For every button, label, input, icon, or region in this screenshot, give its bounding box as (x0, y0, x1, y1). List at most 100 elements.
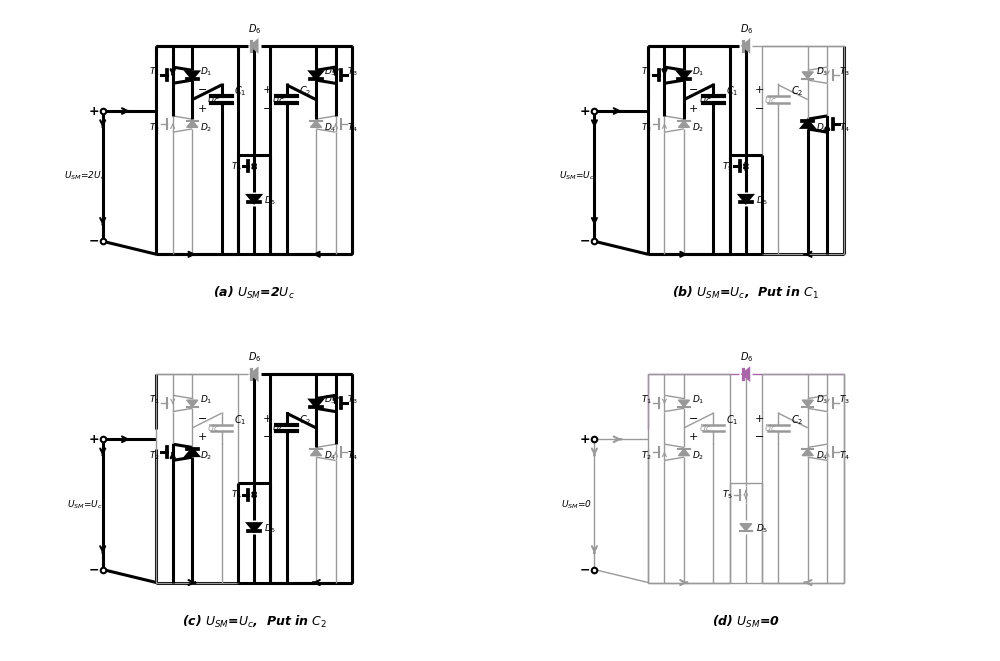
Polygon shape (310, 400, 322, 407)
Text: $T_2$: $T_2$ (149, 121, 160, 134)
Text: $D_6$: $D_6$ (248, 350, 261, 364)
Text: +: + (263, 414, 272, 424)
Text: $D_4$: $D_4$ (324, 121, 337, 134)
Polygon shape (740, 196, 752, 202)
Text: $Uc$: $Uc$ (699, 94, 712, 105)
Text: −: − (198, 414, 207, 424)
Text: $D_3$: $D_3$ (324, 394, 337, 407)
Text: $C_2$: $C_2$ (299, 413, 311, 426)
Text: −: − (754, 104, 764, 114)
Text: −: − (88, 235, 99, 248)
Text: +: + (754, 414, 764, 424)
Text: $D_2$: $D_2$ (692, 449, 704, 462)
Text: $C_2$: $C_2$ (299, 85, 311, 98)
Polygon shape (187, 449, 198, 455)
Text: (b) $U_{SM}$=$U_c$,  Put in $C_1$: (b) $U_{SM}$=$U_c$, Put in $C_1$ (672, 286, 819, 301)
Text: $D_5$: $D_5$ (756, 194, 768, 207)
Text: $T_4$: $T_4$ (839, 449, 850, 462)
Polygon shape (187, 72, 198, 79)
Text: (a) $U_{SM}$=2$U_c$: (a) $U_{SM}$=2$U_c$ (213, 286, 295, 301)
Text: $D_4$: $D_4$ (816, 449, 828, 462)
Text: $D_4$: $D_4$ (816, 121, 828, 134)
Polygon shape (248, 196, 260, 202)
Text: +: + (263, 85, 272, 95)
Polygon shape (678, 400, 690, 407)
Text: −: − (88, 563, 99, 576)
Text: −: − (689, 414, 699, 424)
Text: $T_5$: $T_5$ (231, 160, 242, 173)
Text: $T_5$: $T_5$ (722, 160, 733, 173)
Polygon shape (187, 121, 198, 128)
Text: $D_1$: $D_1$ (200, 394, 213, 407)
Text: −: − (580, 235, 591, 248)
Text: $D_5$: $D_5$ (756, 523, 768, 535)
Text: $T_1$: $T_1$ (149, 65, 160, 78)
Text: −: − (754, 432, 764, 442)
Text: $D_2$: $D_2$ (692, 121, 704, 134)
Text: $T_4$: $T_4$ (347, 121, 358, 134)
Text: $T_2$: $T_2$ (641, 121, 652, 134)
Text: +: + (689, 432, 699, 442)
Text: $Uc$: $Uc$ (272, 422, 285, 434)
Polygon shape (310, 121, 322, 128)
Text: $D_3$: $D_3$ (324, 65, 337, 78)
Text: $D_5$: $D_5$ (264, 194, 276, 207)
Text: $D_1$: $D_1$ (692, 394, 705, 407)
Text: $U_{SM}$=$U_c$: $U_{SM}$=$U_c$ (559, 170, 594, 182)
Text: $T_3$: $T_3$ (347, 65, 358, 78)
Text: (c) $U_{SM}$=$U_c$,  Put in $C_2$: (c) $U_{SM}$=$U_c$, Put in $C_2$ (182, 613, 327, 630)
Polygon shape (187, 400, 198, 407)
Text: +: + (88, 433, 99, 446)
Text: $T_1$: $T_1$ (641, 65, 652, 78)
Text: $D_2$: $D_2$ (200, 449, 213, 462)
Polygon shape (740, 524, 752, 531)
Text: +: + (198, 432, 207, 442)
Text: $D_6$: $D_6$ (248, 22, 261, 36)
Text: $C_1$: $C_1$ (234, 85, 246, 98)
Text: $C_1$: $C_1$ (726, 413, 738, 426)
Polygon shape (743, 369, 749, 379)
Text: +: + (580, 433, 591, 446)
Text: $U_{SM}$=$U_c$: $U_{SM}$=$U_c$ (67, 498, 103, 511)
Polygon shape (802, 72, 813, 79)
Polygon shape (678, 121, 690, 128)
Text: $D_2$: $D_2$ (200, 121, 213, 134)
Text: −: − (198, 85, 207, 95)
Polygon shape (251, 41, 257, 51)
Text: $T_3$: $T_3$ (347, 394, 358, 407)
Text: $T_4$: $T_4$ (347, 449, 358, 462)
Text: $T_3$: $T_3$ (839, 394, 850, 407)
Polygon shape (678, 449, 690, 455)
Text: $C_1$: $C_1$ (234, 413, 246, 426)
Text: $D_5$: $D_5$ (264, 523, 276, 535)
Text: $T_5$: $T_5$ (231, 488, 242, 501)
Text: +: + (580, 104, 591, 118)
Text: $D_6$: $D_6$ (740, 22, 753, 36)
Text: $D_1$: $D_1$ (200, 65, 213, 78)
Text: $Uc$: $Uc$ (207, 94, 220, 105)
Polygon shape (802, 121, 813, 128)
Text: −: − (263, 104, 272, 114)
Text: +: + (689, 104, 699, 114)
Text: $D_3$: $D_3$ (816, 65, 828, 78)
Text: $C_2$: $C_2$ (791, 413, 803, 426)
Text: $D_6$: $D_6$ (740, 350, 753, 364)
Text: (d) $U_{SM}$=0: (d) $U_{SM}$=0 (712, 613, 780, 630)
Text: $Uc$: $Uc$ (764, 422, 777, 434)
Text: $D_4$: $D_4$ (324, 449, 337, 462)
Text: $T_5$: $T_5$ (722, 488, 733, 501)
Text: $T_1$: $T_1$ (149, 394, 160, 407)
Text: +: + (88, 104, 99, 118)
Text: $T_3$: $T_3$ (839, 65, 850, 78)
Polygon shape (678, 72, 690, 79)
Polygon shape (251, 369, 257, 379)
Text: $T_1$: $T_1$ (641, 394, 652, 407)
Text: $Uc$: $Uc$ (272, 94, 285, 105)
Text: $T_4$: $T_4$ (839, 121, 850, 134)
Text: $U_{SM}$=0: $U_{SM}$=0 (561, 498, 592, 511)
Text: $U_{SM}$=2$U_c$: $U_{SM}$=2$U_c$ (64, 170, 106, 182)
Polygon shape (248, 524, 260, 531)
Text: +: + (754, 85, 764, 95)
Text: $C_2$: $C_2$ (791, 85, 803, 98)
Polygon shape (802, 400, 813, 407)
